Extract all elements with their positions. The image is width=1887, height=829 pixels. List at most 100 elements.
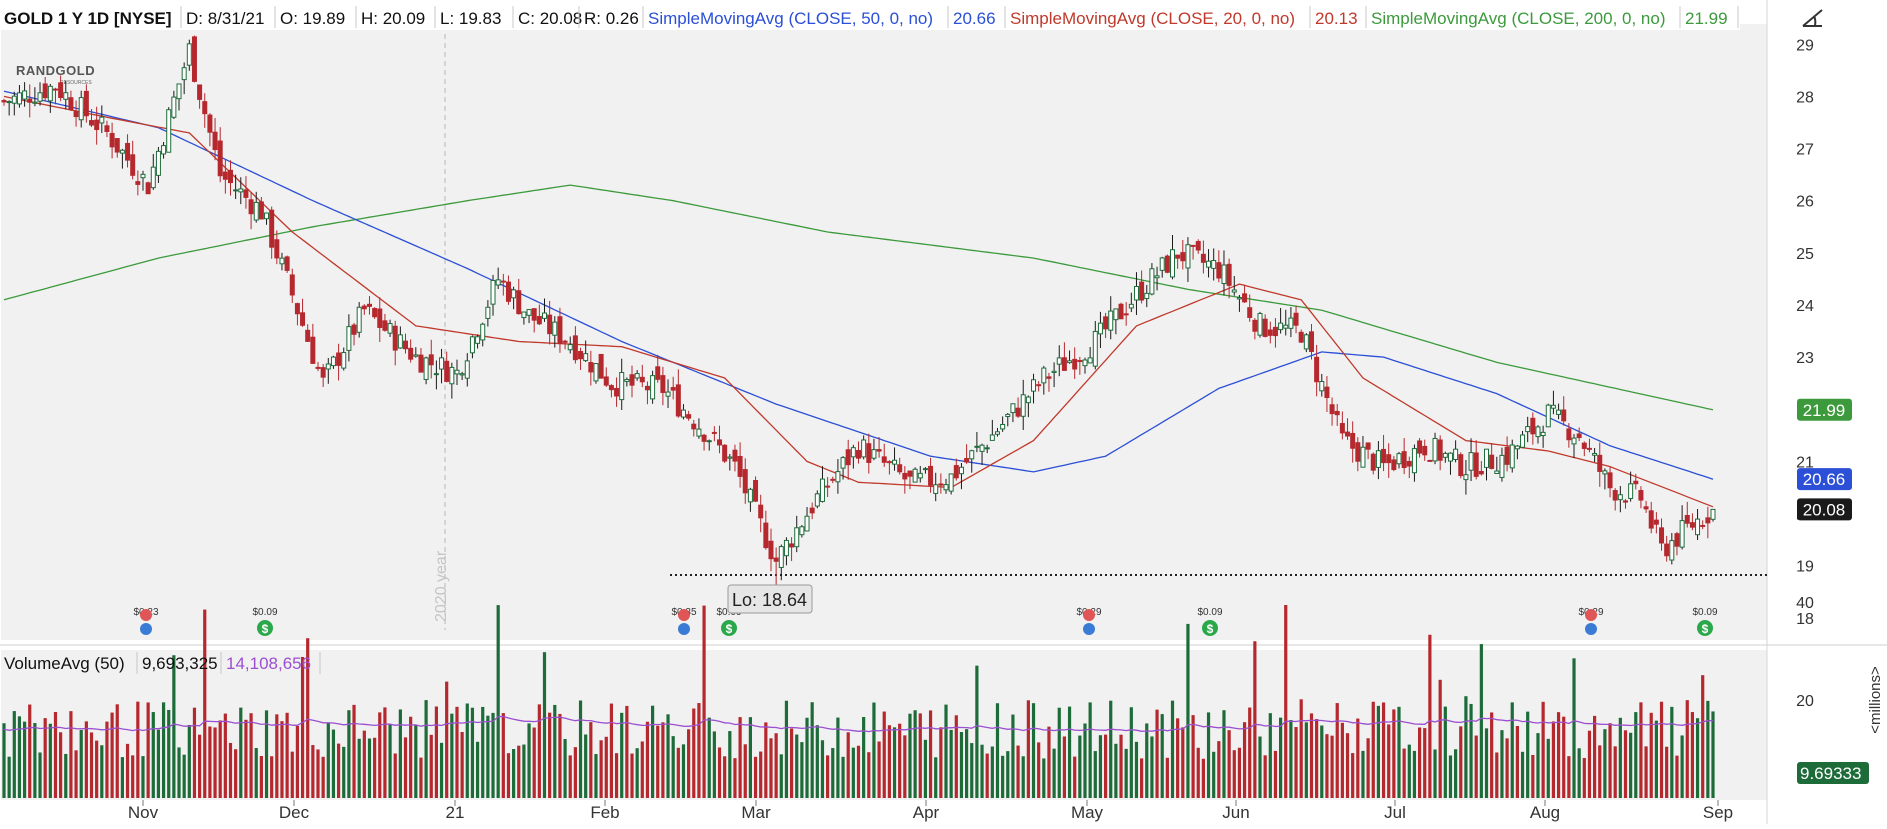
dividend-icon xyxy=(1202,620,1218,636)
sma20-line[interactable] xyxy=(3,95,1714,508)
sma200-value: 21.99 xyxy=(1685,9,1728,28)
date-label: D: 8/31/21 xyxy=(186,9,264,28)
candle-body xyxy=(52,88,58,91)
candle-body xyxy=(814,493,820,507)
candle-body xyxy=(392,325,398,351)
chart-header: GOLD 1 Y 1D [NYSE] D: 8/31/21 O: 19.89 H… xyxy=(0,2,1740,30)
candle-body xyxy=(1514,445,1520,450)
volume-bar xyxy=(460,731,464,798)
volume-bar xyxy=(1556,712,1561,798)
candle-body xyxy=(511,289,517,299)
candle-body xyxy=(1684,515,1690,524)
volume-bar xyxy=(89,732,94,798)
volume-bar xyxy=(28,704,32,798)
volume-bar xyxy=(172,655,176,798)
price-plot-area[interactable] xyxy=(1,24,1767,640)
candle-body xyxy=(1370,453,1376,471)
volume-bar xyxy=(136,701,140,798)
sma200-line[interactable] xyxy=(3,184,1714,411)
volume-bar xyxy=(846,732,850,798)
volume-bar xyxy=(625,705,629,798)
volume-bar xyxy=(362,730,366,798)
candle-body xyxy=(583,353,589,362)
candle-body xyxy=(768,540,774,560)
candle-body xyxy=(1520,434,1526,448)
volume-bar xyxy=(1706,700,1710,798)
candle-body xyxy=(691,423,697,430)
candle-body xyxy=(469,336,475,354)
low-annotation-text: Lo: 18.64 xyxy=(732,590,807,610)
volume-bar xyxy=(1191,715,1195,798)
candle-body xyxy=(1556,409,1562,415)
candle-body xyxy=(1442,452,1448,458)
volume-bar xyxy=(259,756,263,798)
month-label: Apr xyxy=(913,803,940,822)
candle-body xyxy=(825,485,831,488)
candle-body xyxy=(356,306,362,333)
volume-bar xyxy=(851,747,855,798)
volume-bar xyxy=(784,700,789,798)
company-logo: RANDGOLD RESOURCES xyxy=(16,63,95,86)
volume-bar xyxy=(506,753,511,798)
volume-bar xyxy=(1654,720,1658,798)
candle-body xyxy=(541,312,547,319)
candle-body xyxy=(1659,527,1665,544)
candle-body xyxy=(94,119,100,131)
candle-body xyxy=(1643,506,1649,510)
candle-body xyxy=(1607,472,1613,489)
candle-body xyxy=(274,239,280,259)
close-value: C: 20.08 xyxy=(518,9,582,28)
volume-bar xyxy=(1320,725,1324,798)
candle-body xyxy=(1530,417,1536,435)
volume-bar xyxy=(517,745,521,798)
volume-bar xyxy=(146,702,150,798)
candle-body xyxy=(1597,454,1603,472)
volume-bar xyxy=(1582,757,1586,798)
candle-body xyxy=(1046,376,1052,379)
volume-bar xyxy=(409,716,413,798)
sma50-label[interactable]: SimpleMovingAvg (CLOSE, 50, 0, no) xyxy=(648,9,933,28)
candle-body xyxy=(629,374,635,386)
volume-bar xyxy=(481,706,485,798)
drawing-tool-icon[interactable] xyxy=(1800,6,1826,30)
candle-body xyxy=(1267,329,1273,336)
candle-body xyxy=(197,84,203,100)
candle-body xyxy=(449,366,455,385)
earnings-bulb-icon xyxy=(140,623,152,635)
volume-bar xyxy=(249,713,253,798)
volume-bar xyxy=(892,727,897,798)
volume-bar xyxy=(656,725,660,798)
candle-body xyxy=(547,314,553,335)
volume-bar xyxy=(367,738,372,798)
candle-body xyxy=(433,373,439,376)
candle-body xyxy=(1545,404,1551,428)
candle-body xyxy=(953,465,959,479)
volume-bar xyxy=(692,708,696,798)
candle-body xyxy=(351,324,357,335)
dividend-glyph: $ xyxy=(1207,622,1214,636)
volume-bar xyxy=(707,717,711,798)
volume-bar xyxy=(949,729,953,798)
candle-body xyxy=(1602,470,1608,475)
volume-bar xyxy=(79,730,83,798)
sma50-line[interactable] xyxy=(3,90,1714,480)
volume-bar xyxy=(161,702,166,798)
low-value: L: 19.83 xyxy=(440,9,501,28)
sma20-label[interactable]: SimpleMovingAvg (CLOSE, 20, 0, no) xyxy=(1010,9,1295,28)
logo-text: RANDGOLD xyxy=(16,63,95,78)
volume-bar xyxy=(450,713,454,798)
volume-study-label[interactable]: VolumeAvg (50) xyxy=(4,654,125,673)
volume-average-value: 14,108,656 xyxy=(226,654,311,673)
volume-bar xyxy=(1515,725,1519,798)
volume-bar xyxy=(398,709,402,798)
candle-body xyxy=(567,344,573,351)
candle-body xyxy=(1005,413,1011,417)
candle-body xyxy=(928,465,934,486)
candle-body xyxy=(1586,447,1592,450)
volume-bar xyxy=(388,724,392,798)
volume-bar xyxy=(1634,712,1638,798)
volume-bar xyxy=(1083,723,1087,798)
sma200-label[interactable]: SimpleMovingAvg (CLOSE, 200, 0, no) xyxy=(1371,9,1666,28)
earnings-bulb-icon xyxy=(1083,623,1095,635)
